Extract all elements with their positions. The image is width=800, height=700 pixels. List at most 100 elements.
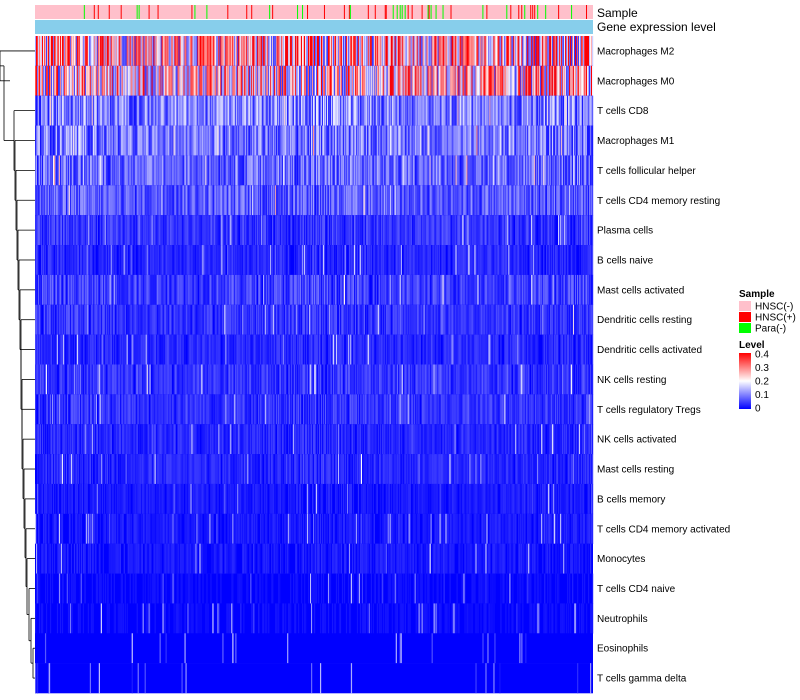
heatmap-cell [319,245,322,276]
heatmap-cell [557,245,559,276]
heatmap-cell [447,215,449,246]
heatmap-cell [472,155,474,186]
heatmap-cell [417,125,419,156]
heatmap-cell [223,125,225,156]
heatmap-cell [182,95,184,126]
heatmap-cell [382,65,384,97]
heatmap-cell [286,65,288,97]
heatmap-cell [566,215,568,246]
heatmap-cell [40,185,43,216]
heatmap-cell [350,185,353,216]
heatmap-cell [174,185,176,216]
heatmap-cell [359,245,362,276]
heatmap-cell [102,95,104,126]
heatmap-cell [520,95,522,126]
heatmap-cell [280,125,282,156]
heatmap-cell [193,274,195,306]
heatmap-cell [166,245,168,276]
heatmap-cell [528,215,530,246]
heatmap-cell [579,65,581,97]
heatmap-cell [191,155,193,186]
heatmap-cell [425,155,427,186]
heatmap-cell [461,36,463,67]
heatmap-cell [174,95,176,126]
heatmap-cell [87,95,90,126]
heatmap-cell [501,95,503,126]
heatmap-cell [263,155,265,186]
heatmap-cell [508,245,510,276]
heatmap-cell [135,36,137,67]
heatmap-cell [182,36,184,67]
heatmap-cell [83,65,86,97]
heatmap-cell [385,245,387,276]
heatmap-cell [540,36,542,67]
heatmap-cell [51,155,54,186]
heatmap-cell [560,65,562,97]
heatmap-cell [226,185,228,216]
heatmap-cell [277,155,279,186]
heatmap-cell [480,215,482,246]
heatmap-cell [187,95,189,126]
heatmap-cell [362,245,365,276]
heatmap-cell [470,36,472,67]
heatmap-cell [524,125,526,156]
heatmap-cell [387,95,389,126]
heatmap-cell [118,245,120,276]
heatmap-cell [456,215,458,246]
heatmap-cell [50,274,53,306]
heatmap-cell [345,36,348,67]
heatmap-cell [256,185,258,216]
heatmap-cell [99,95,101,126]
heatmap-cell [63,185,66,216]
heatmap-cell [241,215,243,246]
heatmap-cell [330,245,333,276]
heatmap-cell [318,65,321,97]
heatmap-cell [590,36,592,67]
heatmap-cell [537,65,539,97]
heatmap-cell [463,65,465,97]
heatmap-cell [530,185,532,216]
heatmap-cell [263,245,265,276]
heatmap-cell [377,36,379,67]
heatmap-cell [264,185,266,216]
heatmap-cell [336,245,339,276]
heatmap-cell [58,36,61,67]
heatmap-cell [276,155,278,186]
heatmap-cell [505,245,507,276]
heatmap-cell [416,245,418,276]
heatmap-cell [182,155,184,186]
heatmap-cell [405,36,407,67]
heatmap-cell [576,215,578,246]
heatmap-cell [92,155,94,186]
heatmap-cell [386,125,388,156]
heatmap-cell [523,185,525,216]
heatmap-cell [155,65,157,97]
heatmap-cell [373,65,375,97]
heatmap-cell [133,274,135,306]
heatmap-cell [584,95,586,126]
heatmap-cell [41,274,44,306]
heatmap-cell [426,125,428,156]
heatmap-cell [407,95,409,126]
heatmap-cell [461,215,463,246]
heatmap-cell [134,245,136,276]
heatmap-cell [272,274,274,306]
heatmap-cell [45,185,48,216]
heatmap-cell [581,245,583,276]
heatmap-cell [461,155,463,186]
heatmap-cell [67,155,70,186]
heatmap-cell [280,185,282,216]
heatmap-cell [531,185,533,216]
heatmap-cell [58,274,61,306]
heatmap-cell [467,185,469,216]
heatmap-cell [46,245,49,276]
heatmap-cell [134,65,136,97]
heatmap-cell [118,65,120,97]
heatmap-cell [587,125,589,156]
heatmap-cell [349,65,352,97]
heatmap-cell [442,185,444,216]
heatmap-cell [442,274,444,306]
heatmap-cell [237,215,239,246]
heatmap-cell [193,245,195,276]
heatmap-cell [330,185,333,216]
